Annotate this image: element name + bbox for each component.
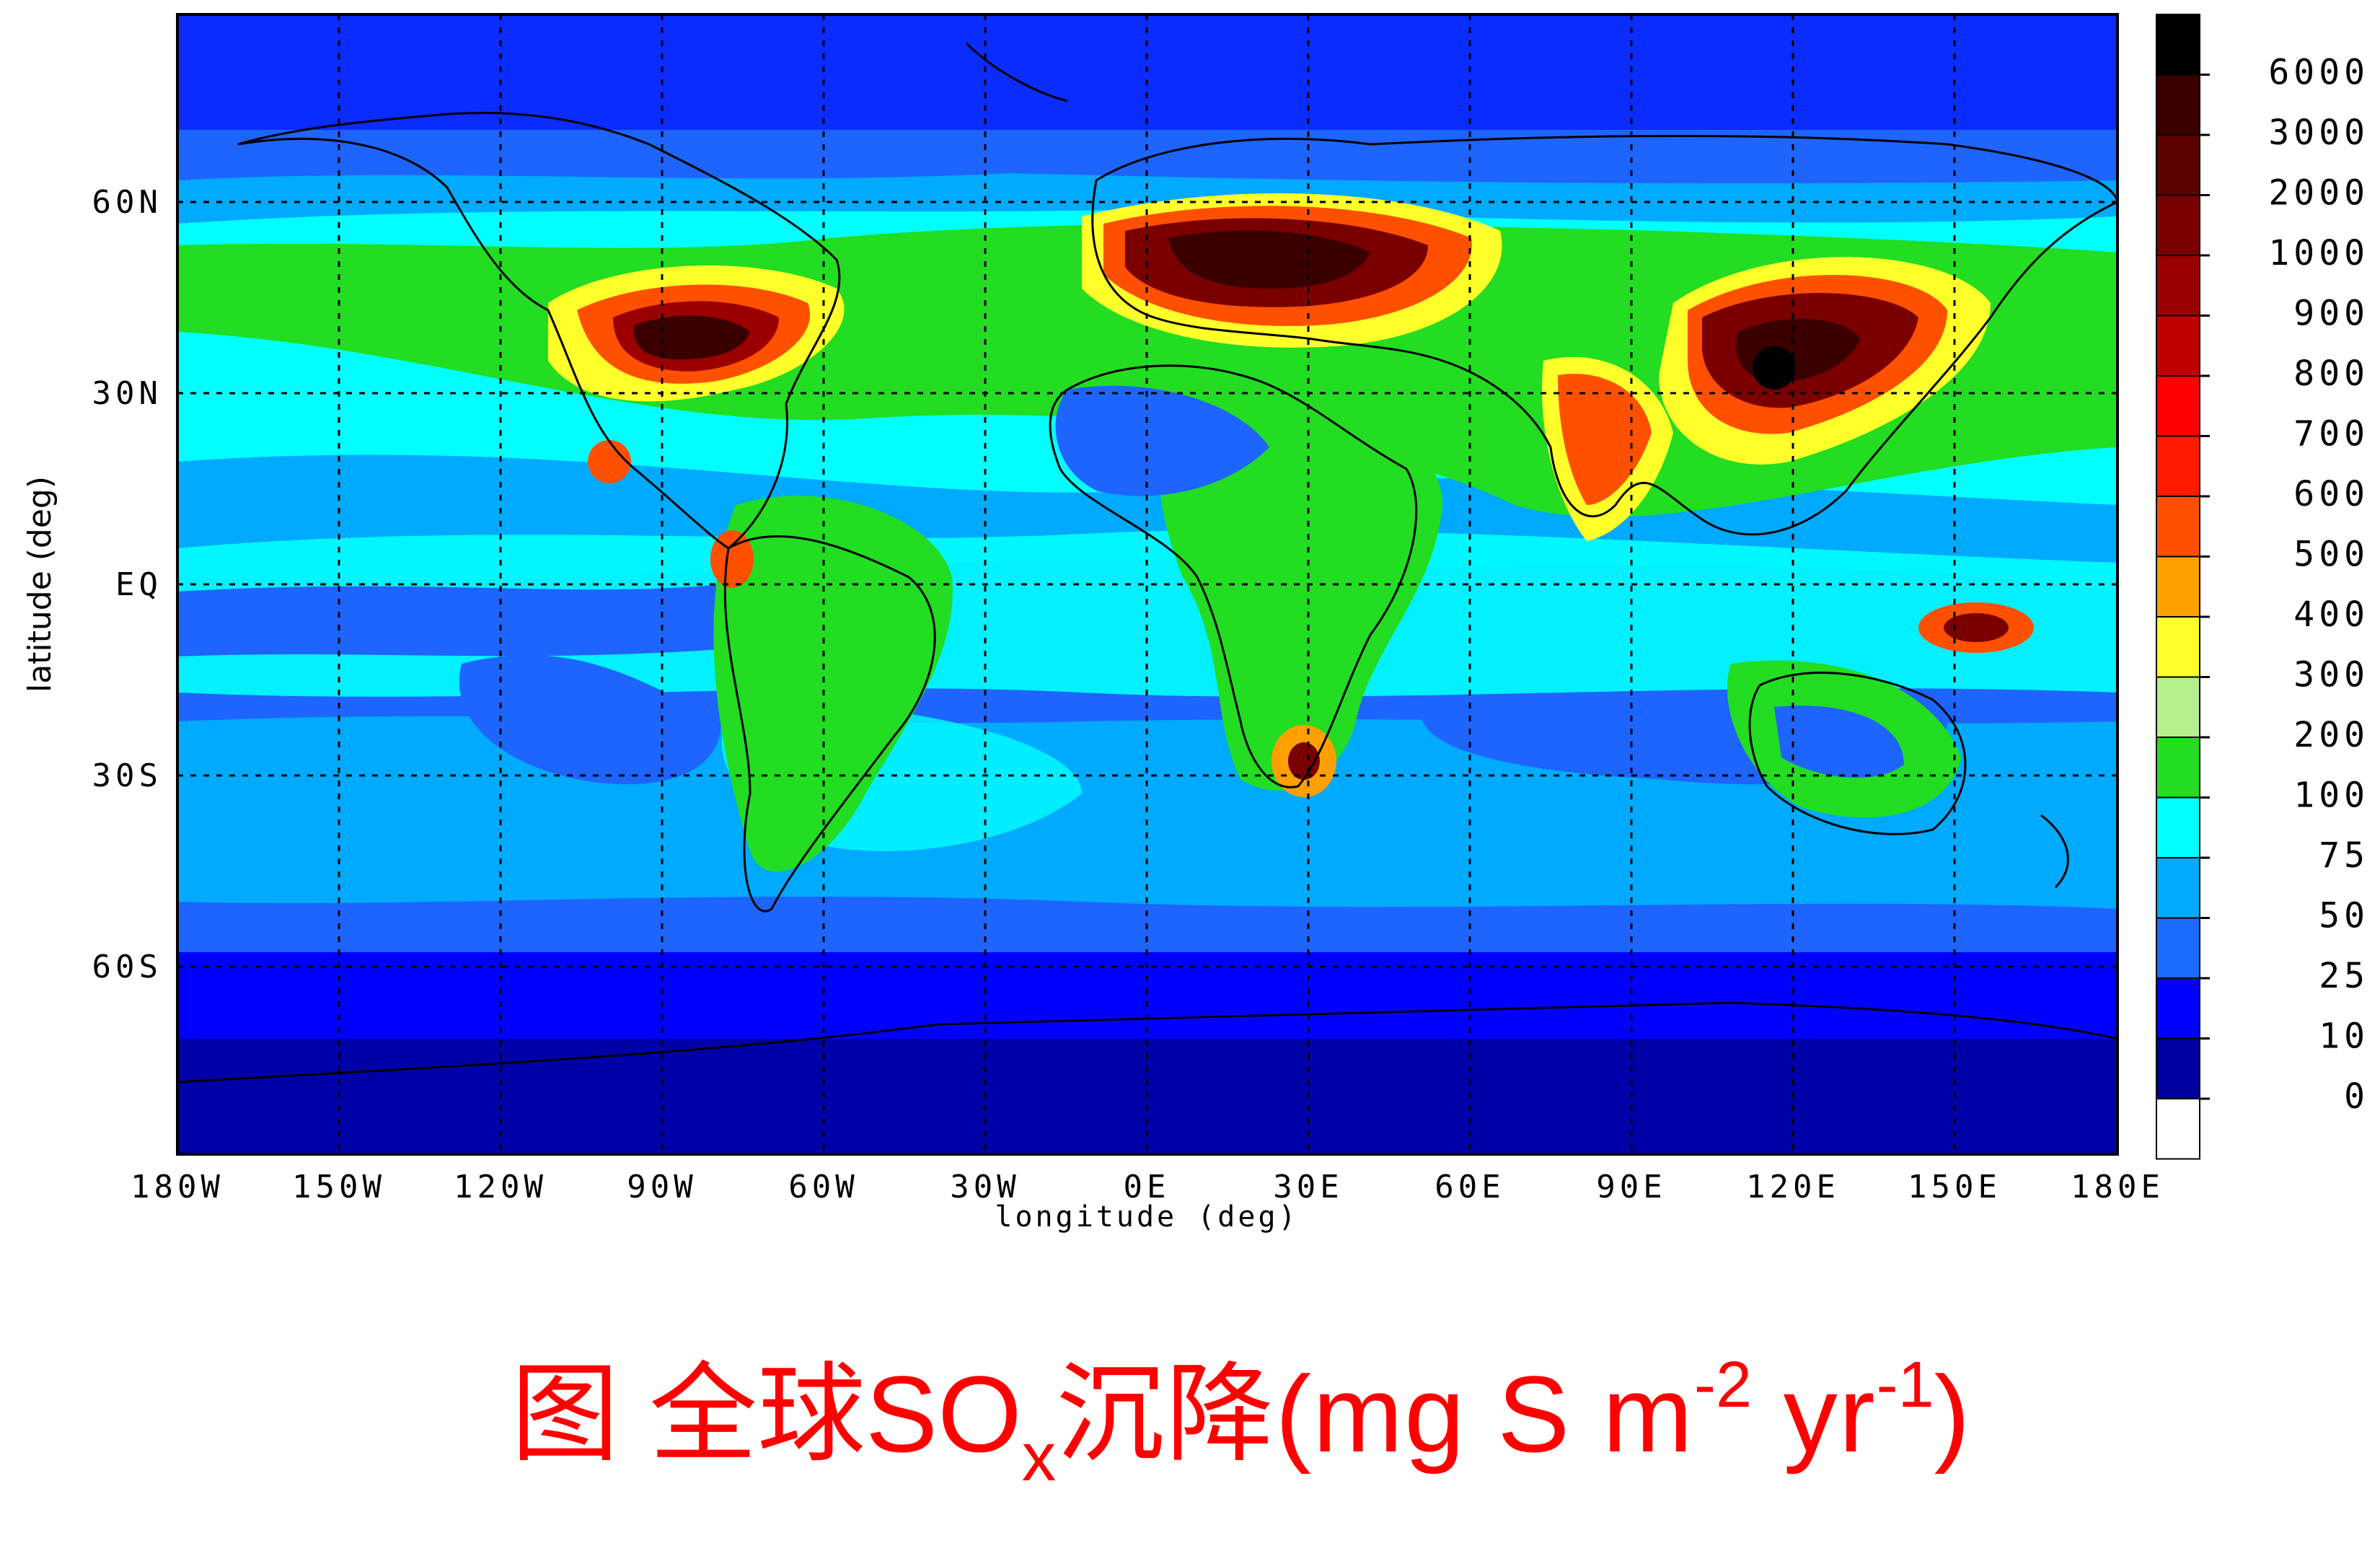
caption-lead: 图 全球SO (511, 1353, 1022, 1475)
coastlines (177, 42, 2117, 1084)
colorbar-label: 0 (2344, 1076, 2369, 1117)
colorbar-label: 50 (2319, 896, 2369, 936)
caption-text: 图 全球SOx沉降(mg S m-2 yr-1) (511, 1291, 1970, 1551)
lon-tick-label: 30E (1273, 1169, 1343, 1205)
colorbar-label: 100 (2293, 776, 2369, 816)
png-red (1944, 613, 2009, 642)
colorbar-swatch (2156, 375, 2200, 437)
mexico-orange (588, 440, 631, 483)
colorbar-label: 400 (2293, 594, 2369, 635)
africa-outline (1049, 364, 1418, 788)
map-figure: 180W 150W 120W 90W 60W 30W 0E 30E 60E 90… (22, 13, 2369, 1234)
lat-tick-label: 30N (92, 375, 162, 412)
colorbar-swatch (2156, 737, 2200, 799)
caption-mid: 沉降(mg S m (1056, 1353, 1694, 1475)
longitude-tick-labels: 180W 150W 120W 90W 60W 30W 0E 30E 60E 90… (131, 1169, 2164, 1205)
india-orange (1558, 374, 1652, 505)
lon-tick-label: 60W (788, 1169, 858, 1205)
colorbar-label: 800 (2293, 353, 2369, 394)
pacific-blue-patch (177, 584, 721, 656)
colorbar-swatch (2156, 1037, 2200, 1099)
colorbar-swatch (2156, 977, 2200, 1040)
lon-tick-label: 180E (2071, 1169, 2164, 1205)
y-axis-title: latitude (deg) (22, 476, 58, 693)
lon-tick-label: 120E (1746, 1169, 1840, 1205)
colorbar-label: 300 (2293, 655, 2369, 695)
caption-end: ) (1934, 1353, 1970, 1475)
colorbar-swatch (2156, 255, 2200, 317)
colorbar-swatch (2156, 315, 2200, 377)
lon-tick-label: 60E (1434, 1169, 1504, 1205)
south-america-green (713, 496, 953, 872)
colombia-orange (710, 530, 754, 588)
colorbar: 6000300020001000900800700600500400300200… (2156, 14, 2369, 1160)
lon-tick-label: 30W (950, 1169, 1020, 1205)
caption-superscript-1: -2 (1693, 1349, 1752, 1421)
colorbar-label: 25 (2319, 956, 2369, 996)
colorbar-swatch (2156, 1098, 2200, 1160)
colorbar-swatch (2156, 496, 2200, 558)
colorbar-label: 75 (2319, 835, 2369, 876)
north-america-outline (237, 111, 841, 550)
colorbar-label: 3000 (2268, 113, 2369, 153)
plot-frame (176, 13, 2119, 1156)
lat-tick-label: 30S (92, 757, 162, 794)
lon-tick-label: 90E (1596, 1169, 1666, 1205)
australia-outline (1748, 672, 1967, 835)
map-panel: 180W 150W 120W 90W 60W 30W 0E 30E 60E 90… (22, 13, 2369, 1234)
colorbar-swatch (2156, 194, 2200, 256)
se-pacific-low (459, 655, 721, 785)
caption-superscript-2: -1 (1876, 1349, 1934, 1421)
colorbar-swatch (2156, 555, 2200, 618)
colorbar-swatch (2156, 435, 2200, 497)
eurasia-outline (1091, 134, 2117, 536)
colorbar-label: 900 (2293, 294, 2369, 334)
lon-tick-label: 180W (131, 1169, 224, 1205)
africa-green (1159, 401, 1442, 791)
colorbar-swatch (2156, 14, 2200, 76)
colorbar-swatch (2156, 857, 2200, 919)
australia-interior-low (1774, 706, 1904, 778)
colorbar-swatch (2156, 917, 2200, 979)
figure-caption: 图 全球SOx沉降(mg S m-2 yr-1) (0, 1291, 2380, 1508)
ea-peak (1753, 346, 1796, 390)
eu-core (1168, 230, 1370, 289)
lon-tick-label: 120W (454, 1169, 547, 1205)
caption-yr: yr (1752, 1353, 1877, 1475)
colorbar-swatch (2156, 74, 2200, 136)
sa-red (1288, 742, 1320, 780)
colorbar-label: 2000 (2268, 173, 2369, 214)
colorbar-swatch (2156, 616, 2200, 678)
sahara-low (1055, 385, 1269, 496)
colorbar-label: 200 (2293, 715, 2369, 755)
lon-tick-label: 150E (1908, 1169, 2001, 1205)
graticule (177, 14, 2117, 1154)
colorbar-label: 6000 (2268, 53, 2369, 93)
greenland-outline (965, 42, 1068, 102)
colorbar-label: 700 (2293, 414, 2369, 454)
colorbar-label: 10 (2319, 1016, 2369, 1057)
x-axis-title: longitude (deg) (995, 1200, 1298, 1234)
lat-tick-label: 60S (92, 949, 162, 985)
caption-subscript: x (1021, 1419, 1057, 1495)
colorbar-label: 1000 (2268, 233, 2369, 273)
colorbar-swatch (2156, 134, 2200, 196)
colorbar-swatch (2156, 676, 2200, 738)
so4-deposition-field (177, 14, 2117, 1154)
lon-tick-label: 150W (292, 1169, 386, 1205)
antarctica-outline (177, 1001, 2117, 1084)
lat-tick-label: EQ (115, 566, 162, 603)
colorbar-label: 500 (2293, 535, 2369, 575)
lon-tick-label: 90W (627, 1169, 697, 1205)
latitude-tick-labels: 60N 30N EQ 30S 60S (92, 184, 162, 985)
new-zealand-outline (2040, 814, 2069, 889)
lat-tick-label: 60N (92, 184, 162, 221)
colorbar-label: 600 (2293, 474, 2369, 514)
south-america-outline (723, 535, 936, 913)
lon-tick-label: 0E (1124, 1169, 1171, 1205)
colorbar-swatch (2156, 796, 2200, 858)
